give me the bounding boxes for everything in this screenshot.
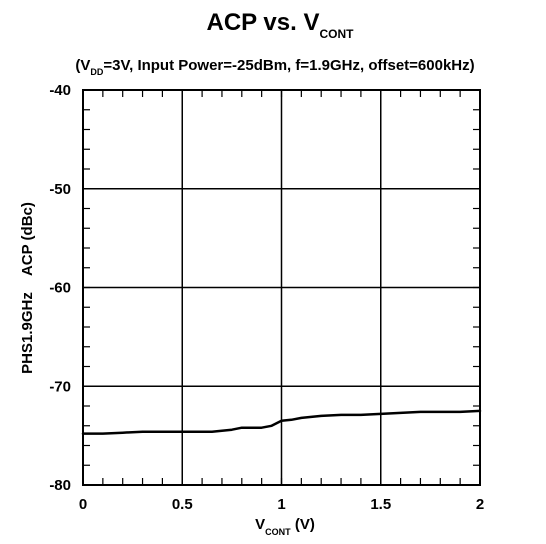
y-axis-label: PHS1.9GHz ACP (dBc) [19,202,36,374]
series-line-0 [81,409,482,435]
chart-subtitle-rest: =3V, Input Power=-25dBm, f=1.9GHz, offse… [103,57,474,74]
x-axis-label-unit: (V) [291,516,315,533]
chart-subtitle-prefix: (V [75,57,90,74]
x-tick-label: 1 [277,496,285,513]
x-tick-label: 1.5 [370,496,391,513]
x-axis-label: VCONT (V) [255,516,315,537]
chart-title: ACP vs. VCONT [207,9,355,41]
y-tick-label: -60 [49,280,71,297]
grid-lines [83,90,480,485]
chart-title-subscript: CONT [319,27,354,41]
plot-frame [82,89,481,486]
x-tick-label: 0 [79,496,87,513]
chart-title-main: ACP vs. V [207,9,320,36]
minor-ticks [83,90,480,485]
x-axis-label-main: V [255,516,265,533]
x-axis-label-subscript: CONT [265,527,291,537]
x-tick-label: 2 [476,496,484,513]
y-tick-label: -50 [49,181,71,198]
x-tick-label: 0.5 [172,496,193,513]
y-tick-label: -40 [49,82,71,99]
chart-subtitle-subscript: DD [90,67,103,77]
x-tick-labels: 0 0.5 1 1.5 2 [79,496,484,513]
y-tick-label: -70 [49,378,71,395]
chart-subtitle: (VDD=3V, Input Power=-25dBm, f=1.9GHz, o… [75,57,474,77]
y-tick-labels: -40 -50 -60 -70 -80 [49,82,71,494]
series-layer [81,409,482,435]
y-tick-label: -80 [49,477,71,494]
